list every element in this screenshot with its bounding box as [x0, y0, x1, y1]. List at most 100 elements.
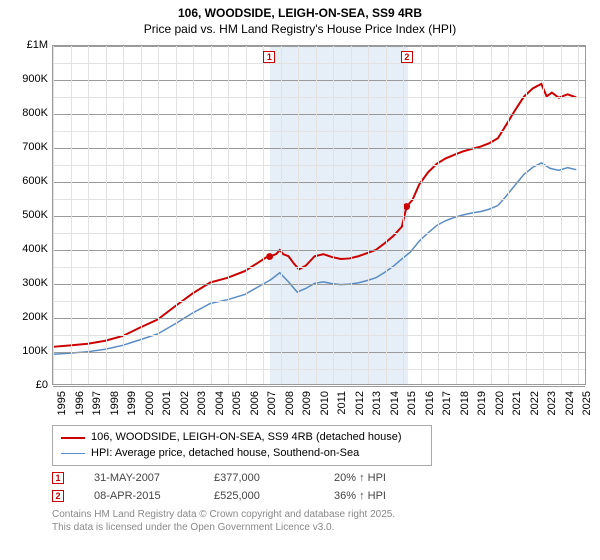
y-axis-label: £0 [36, 379, 48, 391]
gridline-horizontal-minor [53, 63, 585, 64]
x-axis-label: 1996 [74, 391, 86, 415]
gridline-vertical [578, 46, 579, 384]
gridline-horizontal-minor [53, 369, 585, 370]
footer-line1: Contains HM Land Registry data © Crown c… [52, 508, 590, 521]
gridline-horizontal-minor [53, 97, 585, 98]
marker-date: 31-MAY-2007 [94, 472, 184, 484]
gridline-horizontal-minor [53, 165, 585, 166]
x-axis-label: 2000 [144, 391, 156, 415]
gridline-vertical [123, 46, 124, 384]
gridline-vertical [71, 46, 72, 384]
x-axis-label: 2025 [581, 391, 593, 415]
gridline-horizontal [53, 114, 585, 115]
gridline-horizontal [53, 386, 585, 387]
legend-row: 106, WOODSIDE, LEIGH-ON-SEA, SS9 4RB (de… [61, 430, 423, 445]
gridline-vertical [403, 46, 404, 384]
gridline-vertical [561, 46, 562, 384]
x-axis-label: 2011 [336, 391, 348, 415]
x-axis-label: 2005 [231, 391, 243, 415]
x-axis-label: 2012 [354, 391, 366, 415]
x-axis-label: 2014 [389, 391, 401, 415]
chart-area: £0100K200K300K400K500K600K700K800K900K£1… [10, 41, 590, 421]
x-axis-label: 2024 [564, 391, 576, 415]
x-axis-label: 2023 [546, 391, 558, 415]
y-axis-label: 700K [22, 141, 48, 153]
y-axis-label: 100K [22, 345, 48, 357]
chart-title-line1: 106, WOODSIDE, LEIGH-ON-SEA, SS9 4RB [10, 6, 590, 22]
gridline-horizontal-minor [53, 131, 585, 132]
x-axis-label: 2017 [441, 391, 453, 415]
x-axis-label: 2009 [301, 391, 313, 415]
y-axis-label: 300K [22, 277, 48, 289]
marker-n: 2 [52, 490, 64, 502]
legend-swatch [61, 437, 85, 439]
x-axis-label: 2016 [424, 391, 436, 415]
marker-price: £525,000 [214, 490, 304, 502]
y-axis-label: 200K [22, 311, 48, 323]
gridline-vertical [281, 46, 282, 384]
gridline-vertical [263, 46, 264, 384]
gridline-vertical [141, 46, 142, 384]
y-axis-label: 600K [22, 175, 48, 187]
gridline-vertical [53, 46, 54, 384]
gridline-vertical [298, 46, 299, 384]
y-axis-label: £1M [27, 39, 48, 51]
y-axis-label: 400K [22, 243, 48, 255]
gridline-vertical [333, 46, 334, 384]
gridline-vertical [228, 46, 229, 384]
gridline-vertical [193, 46, 194, 384]
gridline-vertical [211, 46, 212, 384]
gridline-vertical [106, 46, 107, 384]
gridline-vertical [543, 46, 544, 384]
gridline-horizontal [53, 352, 585, 353]
marker-table: 131-MAY-2007£377,00020% ↑ HPI208-APR-201… [52, 472, 590, 502]
plot-area [52, 45, 586, 385]
marker-label-2: 2 [401, 51, 413, 63]
marker-label-1: 1 [263, 51, 275, 63]
gridline-horizontal-minor [53, 233, 585, 234]
x-axis-label: 2010 [319, 391, 331, 415]
gridline-vertical [526, 46, 527, 384]
gridline-vertical [351, 46, 352, 384]
gridline-vertical [491, 46, 492, 384]
x-axis-label: 2006 [249, 391, 261, 415]
marker-n: 1 [52, 472, 64, 484]
x-axis-label: 2022 [529, 391, 541, 415]
x-axis-label: 2021 [511, 391, 523, 415]
x-axis-label: 2013 [371, 391, 383, 415]
x-axis-label: 1999 [126, 391, 138, 415]
x-axis-label: 2001 [161, 391, 173, 415]
gridline-vertical [316, 46, 317, 384]
gridline-horizontal [53, 250, 585, 251]
gridline-vertical [421, 46, 422, 384]
gridline-vertical [158, 46, 159, 384]
gridline-horizontal-minor [53, 335, 585, 336]
gridline-vertical [473, 46, 474, 384]
gridline-horizontal-minor [53, 199, 585, 200]
legend: 106, WOODSIDE, LEIGH-ON-SEA, SS9 4RB (de… [52, 425, 432, 466]
x-axis-label: 2004 [214, 391, 226, 415]
gridline-horizontal [53, 46, 585, 47]
gridline-vertical [438, 46, 439, 384]
marker-price: £377,000 [214, 472, 304, 484]
marker-delta: 20% ↑ HPI [334, 472, 424, 484]
legend-label: HPI: Average price, detached house, Sout… [91, 446, 359, 461]
y-axis-label: 800K [22, 107, 48, 119]
gridline-vertical [508, 46, 509, 384]
gridline-horizontal [53, 284, 585, 285]
x-axis-label: 2002 [179, 391, 191, 415]
y-axis-label: 500K [22, 209, 48, 221]
series-hpi [53, 163, 576, 354]
gridline-vertical [88, 46, 89, 384]
footer-line2: This data is licensed under the Open Gov… [52, 521, 590, 534]
gridline-horizontal-minor [53, 267, 585, 268]
gridline-horizontal [53, 80, 585, 81]
gridline-vertical [368, 46, 369, 384]
legend-label: 106, WOODSIDE, LEIGH-ON-SEA, SS9 4RB (de… [91, 430, 402, 445]
x-axis-label: 2008 [284, 391, 296, 415]
x-axis-label: 2015 [406, 391, 418, 415]
footer: Contains HM Land Registry data © Crown c… [52, 508, 590, 534]
gridline-horizontal [53, 216, 585, 217]
gridline-horizontal-minor [53, 301, 585, 302]
x-axis-label: 2019 [476, 391, 488, 415]
